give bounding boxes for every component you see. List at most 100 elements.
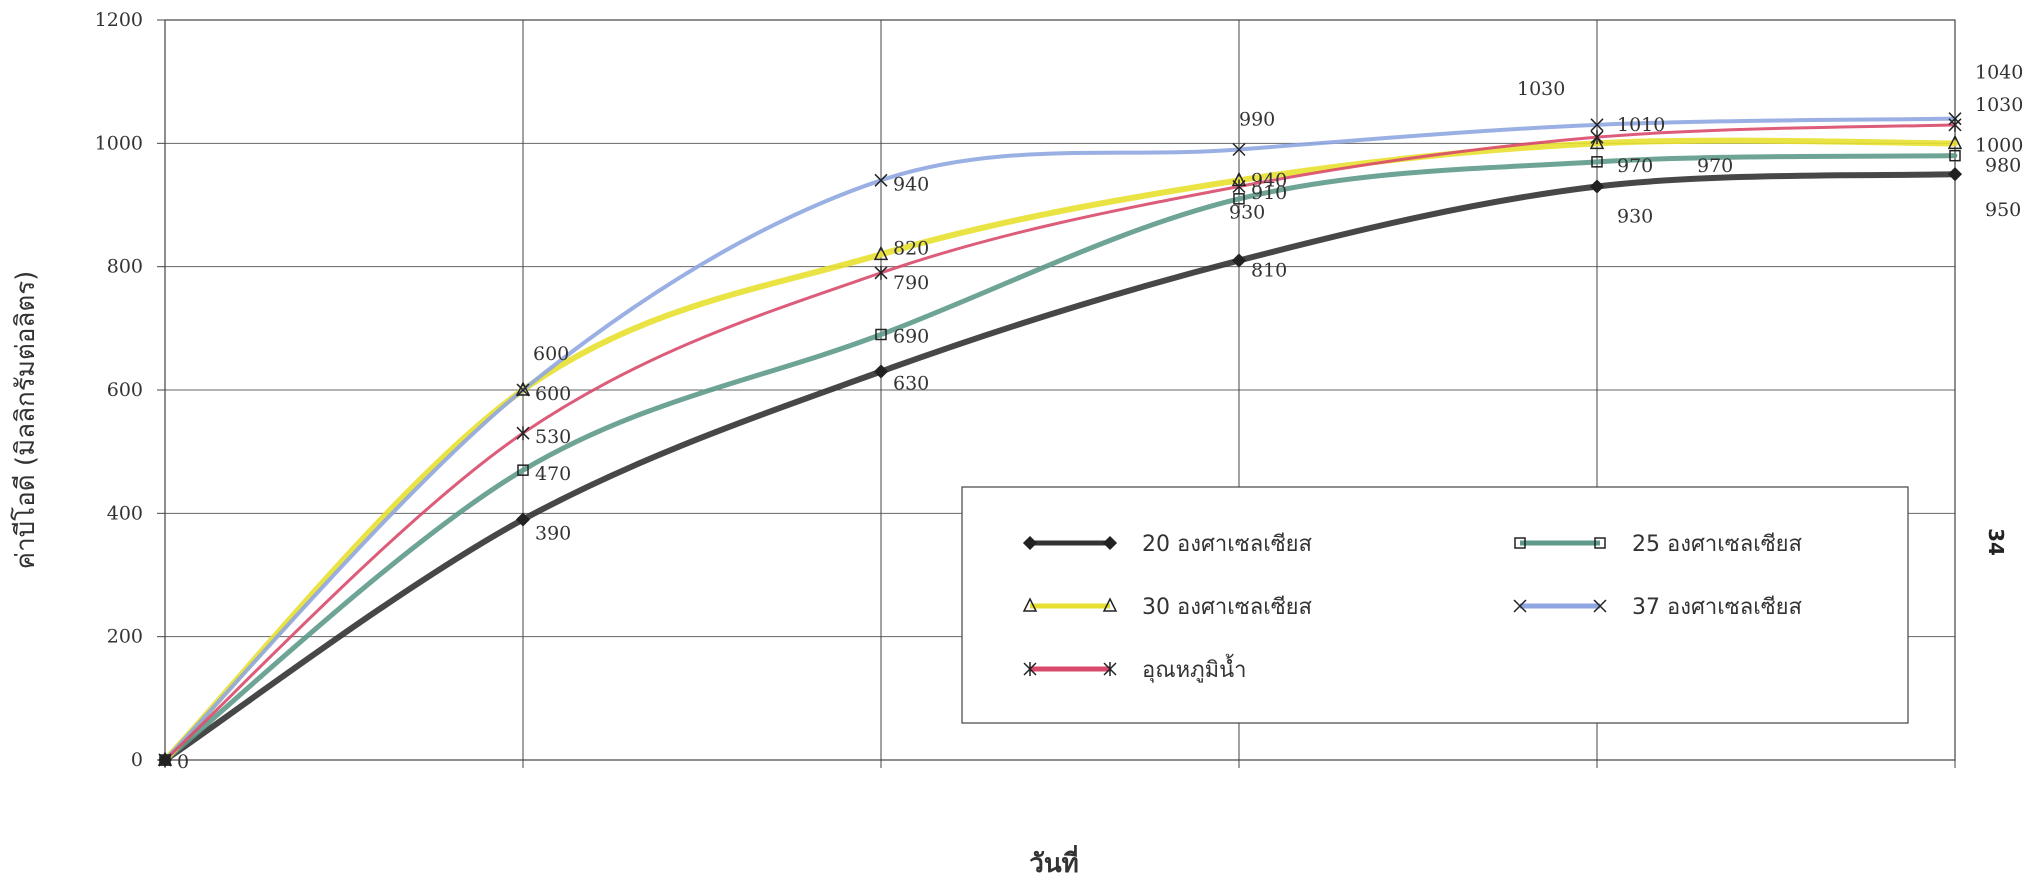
marker-s3-p2-b — [874, 173, 888, 187]
series-line-3 — [163, 116, 1957, 762]
marker-s2-p2-shape — [873, 245, 889, 261]
data-label-5: 600 — [535, 383, 571, 405]
marker-s1-p2 — [875, 328, 887, 341]
data-label-19: 1010 — [1617, 114, 1665, 136]
marker-s3-p1-b — [516, 383, 530, 397]
legend-label-3: 37 องศาเซลเซียส — [1632, 595, 1803, 620]
legend-box — [961, 486, 1909, 724]
plot-frame — [164, 19, 1956, 761]
y-tick-label-6: 1200 — [95, 9, 143, 31]
data-label-18: 970 — [1697, 155, 1733, 177]
marker-s2-p5 — [1947, 134, 1963, 150]
legend-marker-a-1-shape — [1514, 537, 1526, 549]
data-label-14: 940 — [1251, 169, 1287, 191]
legend-marker-b-3 — [1593, 599, 1607, 613]
legend: 20 องศาเซลเซียส 25 องศาเซลเซียส 30 องศาเซล… — [961, 486, 1909, 724]
data-label-17: 970 — [1617, 155, 1653, 177]
data-label-13: 930 — [1229, 202, 1265, 224]
marker-s4-p1 — [516, 426, 530, 441]
marker-s0-p5 — [1947, 167, 1963, 182]
marker-s2-p4-shape — [1589, 134, 1605, 150]
series-lines — [162, 116, 1958, 763]
y-tick-label-5: 1000 — [95, 132, 143, 154]
marker-s0-p4 — [1589, 179, 1605, 194]
marker-s2-p1 — [515, 381, 531, 396]
marker-s3-p4 — [1590, 118, 1604, 132]
y-tick-label-0: 0 — [131, 749, 143, 771]
legend-marker-b-3-b — [1593, 599, 1607, 613]
data-label-10: 940 — [893, 173, 929, 195]
marker-s2-p1-shape — [515, 381, 531, 396]
marker-s2-p2 — [873, 245, 889, 261]
marker-s0-p2-shape — [873, 364, 889, 379]
data-label-25: 1040 — [1975, 62, 2023, 84]
legend-marker-a-3 — [1513, 599, 1527, 613]
marker-s0-p3 — [1231, 253, 1247, 268]
series-line-2 — [162, 137, 1958, 763]
series-line-0 — [162, 171, 1958, 763]
y-axis-title: ค่าบีโอดี (มิลลิกรัมต่อลิตร) — [10, 271, 41, 570]
marker-s4-p5 — [1948, 117, 1962, 132]
marker-s3-p1 — [516, 383, 530, 397]
series-line-4 — [163, 123, 1957, 762]
marker-s1-p1-shape — [517, 464, 529, 476]
marker-s2-p4 — [1589, 134, 1605, 150]
marker-s1-p4 — [1591, 156, 1603, 168]
marker-s0-p5-shape — [1947, 167, 1963, 182]
marker-s0-p1 — [515, 512, 531, 527]
marker-s1-p5 — [1949, 149, 1961, 162]
y-tick-label-4: 800 — [107, 256, 143, 278]
marker-s0-p4-shape — [1589, 179, 1605, 194]
legend-marker-a-2 — [1022, 597, 1038, 612]
data-label-23: 1000 — [1975, 134, 2023, 156]
marker-s1-p4-shape — [1591, 156, 1603, 168]
y-tick-label-2: 400 — [107, 502, 143, 524]
data-label-3: 530 — [535, 426, 571, 448]
data-label-1: 390 — [535, 523, 571, 545]
legend-marker-a-0-shape — [1022, 535, 1038, 551]
data-label-22: 980 — [1985, 155, 2021, 177]
y-tick-label-1: 200 — [107, 626, 143, 648]
marker-s3-p3-b — [1232, 142, 1246, 157]
legend-label-0: 20 องศาเซลเซียส — [1142, 532, 1313, 557]
data-label-20: 1030 — [1517, 78, 1565, 100]
data-label-15: 990 — [1239, 109, 1275, 131]
series-line-1 — [162, 153, 1958, 763]
data-label-9: 820 — [893, 237, 929, 259]
data-label-12: 910 — [1251, 182, 1287, 204]
legend-marker-b-0 — [1102, 535, 1118, 551]
y-tick-label-3: 600 — [107, 379, 143, 401]
marker-s1-p5-shape — [1949, 149, 1961, 162]
marker-s2-p5-shape — [1947, 134, 1963, 150]
marker-s4-p0 — [158, 753, 172, 767]
data-label-21: 950 — [1985, 199, 2021, 221]
legend-marker-b-1-shape — [1594, 537, 1606, 549]
data-label-6: 630 — [893, 373, 929, 395]
data-label-7: 690 — [893, 326, 929, 348]
marker-s1-p2-shape — [875, 328, 887, 341]
legend-marker-b-1 — [1594, 537, 1606, 549]
legend-marker-b-0-shape — [1102, 535, 1118, 551]
marker-s3-p2 — [874, 173, 888, 187]
data-label-8: 790 — [893, 272, 929, 294]
legend-marker-a-0 — [1022, 535, 1038, 551]
data-label-16: 930 — [1617, 206, 1653, 228]
marker-s3-p3 — [1232, 142, 1246, 157]
y-axis-ticks: 0 200 400 600 800 1000 1200 — [95, 9, 143, 771]
legend-marker-a-2-shape — [1022, 597, 1038, 612]
series-markers — [157, 112, 1963, 768]
legend-marker-a-1 — [1514, 537, 1526, 549]
marker-s4-p2 — [874, 265, 888, 280]
marker-s0-p1-shape — [515, 512, 531, 527]
data-label-4: 600 — [533, 343, 569, 365]
data-label-0: 0 — [177, 751, 189, 773]
data-label-24: 1030 — [1975, 94, 2023, 116]
marker-s1-p1 — [517, 464, 529, 476]
marker-s4-p3 — [1232, 179, 1246, 194]
marker-s1-p3-shape — [1233, 193, 1245, 205]
legend-marker-b-2 — [1102, 597, 1118, 612]
legend-label-2: 30 องศาเซลเซียส — [1142, 595, 1313, 620]
marker-s0-p3-shape — [1231, 253, 1247, 268]
marker-s3-p4-b — [1590, 118, 1604, 132]
